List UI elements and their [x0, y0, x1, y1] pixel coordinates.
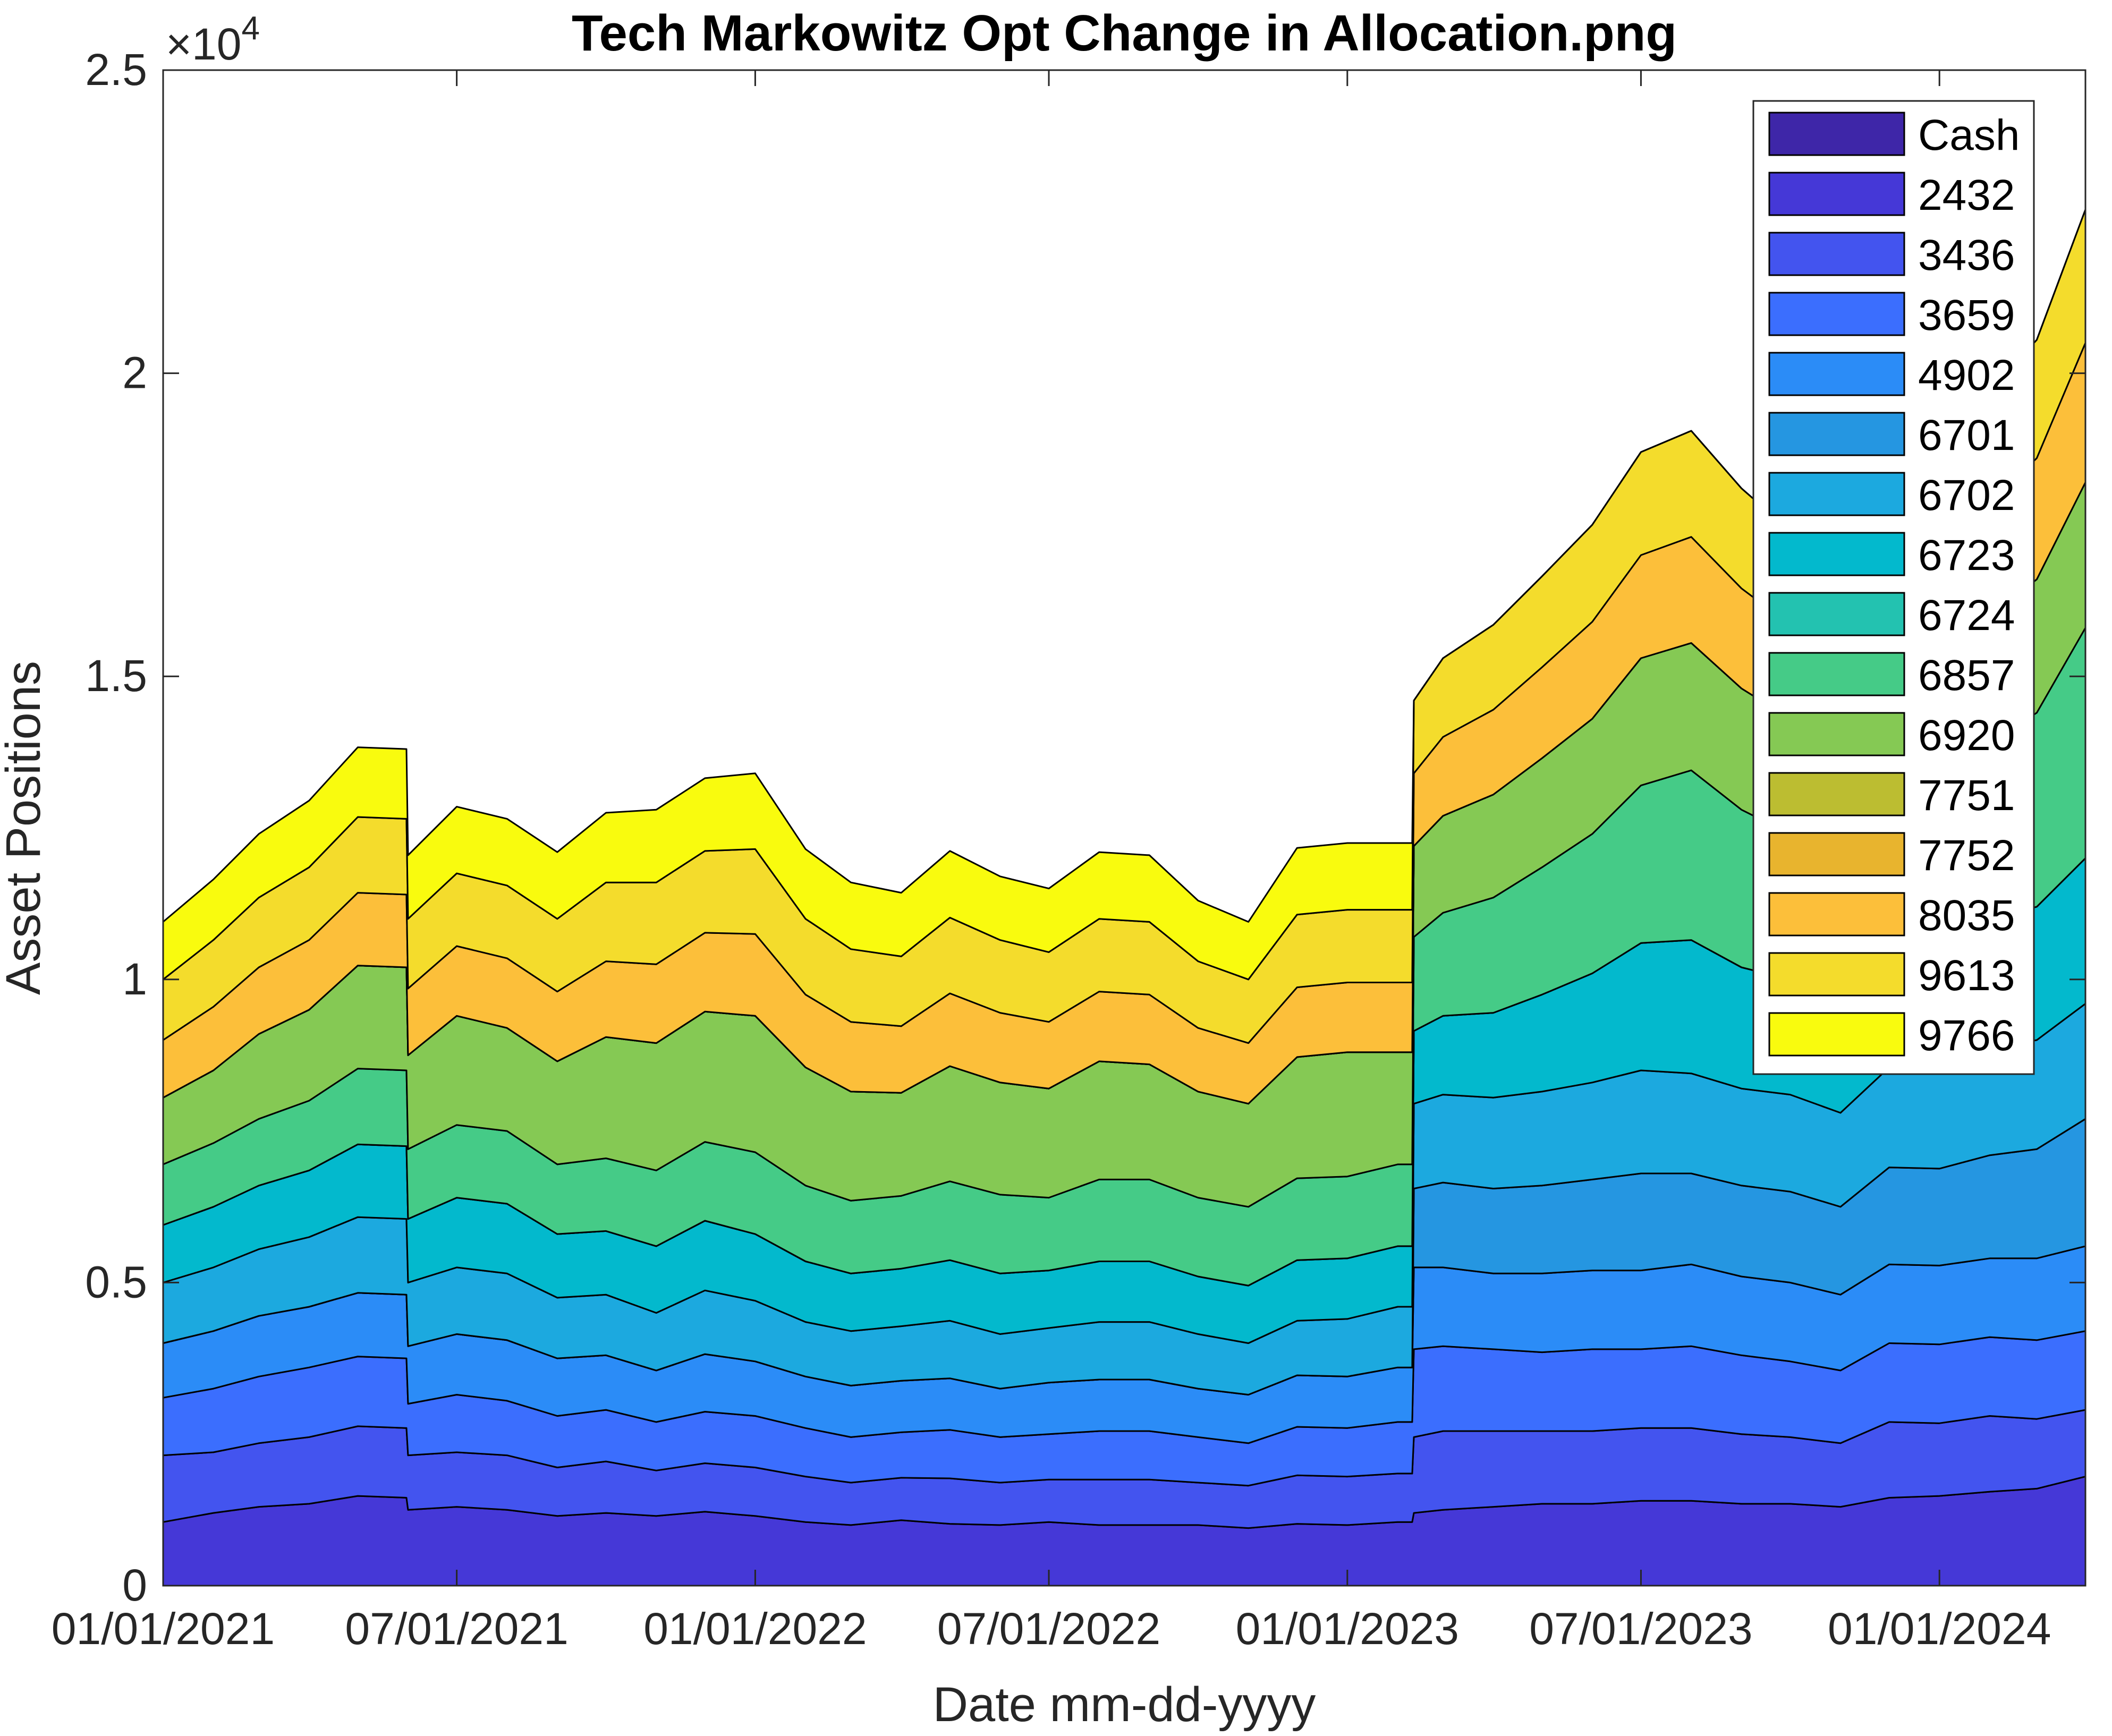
y-tick-label: 2	[122, 348, 147, 398]
x-tick-label: 01/01/2022	[643, 1604, 867, 1654]
legend-swatch-6702	[1768, 472, 1905, 516]
legend-swatch-4902	[1768, 352, 1905, 396]
legend-label-6724: 6724	[1918, 591, 2015, 640]
legend-label-8035: 8035	[1918, 891, 2015, 940]
x-axis-label: Date mm-dd-yyyy	[933, 1678, 1316, 1732]
legend-swatch-6701	[1768, 412, 1905, 456]
legend-label-9613: 9613	[1918, 951, 2015, 1000]
legend-swatch-3436	[1768, 232, 1905, 276]
y-tick-label: 1	[122, 954, 147, 1004]
legend-swatch-7751	[1768, 772, 1905, 816]
y-axis-label: Asset Positions	[0, 661, 50, 995]
x-tick-label: 07/01/2023	[1529, 1604, 1752, 1654]
legend-label-cash: Cash	[1918, 111, 2020, 159]
y-tick-label: 1.5	[85, 651, 147, 701]
legend-swatch-9766	[1768, 1012, 1905, 1057]
legend-swatch-2432	[1768, 172, 1905, 216]
legend: Cash 2432 3436 3659 4902 6701 6702 6723 6724 6857…	[1752, 100, 2035, 1075]
legend-label-3436: 3436	[1918, 231, 2015, 279]
y-tick-label: 0.5	[85, 1257, 147, 1307]
legend-label-7751: 7751	[1918, 771, 2015, 820]
legend-swatch-3659	[1768, 292, 1905, 336]
legend-swatch-6920	[1768, 712, 1905, 756]
legend-label-4902: 4902	[1918, 351, 2015, 399]
x-axis: 01/01/2021 07/01/2021 01/01/2022 07/01/2022…	[52, 70, 2051, 1654]
y-tick-label: 2.5	[85, 45, 147, 95]
x-tick-label: 01/01/2024	[1828, 1604, 2051, 1654]
legend-label-3659: 3659	[1918, 291, 2015, 339]
area-series-9766	[162, 209, 2086, 981]
chart-title: Tech Markowitz Opt Change in Allocation.…	[572, 5, 1677, 62]
x-tick-label: 01/01/2021	[52, 1604, 275, 1654]
x-tick-label: 07/01/2021	[345, 1604, 568, 1654]
x-tick-label: 07/01/2022	[937, 1604, 1160, 1654]
y-tick-label: 0	[122, 1560, 147, 1610]
legend-swatch-8035	[1768, 892, 1905, 937]
legend-label-6857: 6857	[1918, 651, 2015, 700]
y-axis: 0 0.5 1 1.5 2 2.5	[85, 45, 2085, 1610]
y-axis-exponent-label: ×104	[166, 10, 260, 69]
x-tick-label: 01/01/2023	[1236, 1604, 1459, 1654]
legend-swatch-6857	[1768, 652, 1905, 696]
legend-label-6701: 6701	[1918, 411, 2015, 459]
legend-label-6920: 6920	[1918, 711, 2015, 760]
legend-swatch-6724	[1768, 592, 1905, 636]
legend-swatch-cash	[1768, 112, 1905, 156]
legend-swatch-9613	[1768, 952, 1905, 997]
legend-label-6723: 6723	[1918, 531, 2015, 580]
legend-label-7752: 7752	[1918, 831, 2015, 880]
legend-swatch-6723	[1768, 532, 1905, 576]
legend-swatch-7752	[1768, 832, 1905, 876]
legend-label-6702: 6702	[1918, 471, 2015, 520]
legend-label-9766: 9766	[1918, 1011, 2015, 1060]
axes-box	[162, 69, 2086, 1587]
legend-label-2432: 2432	[1918, 171, 2015, 219]
